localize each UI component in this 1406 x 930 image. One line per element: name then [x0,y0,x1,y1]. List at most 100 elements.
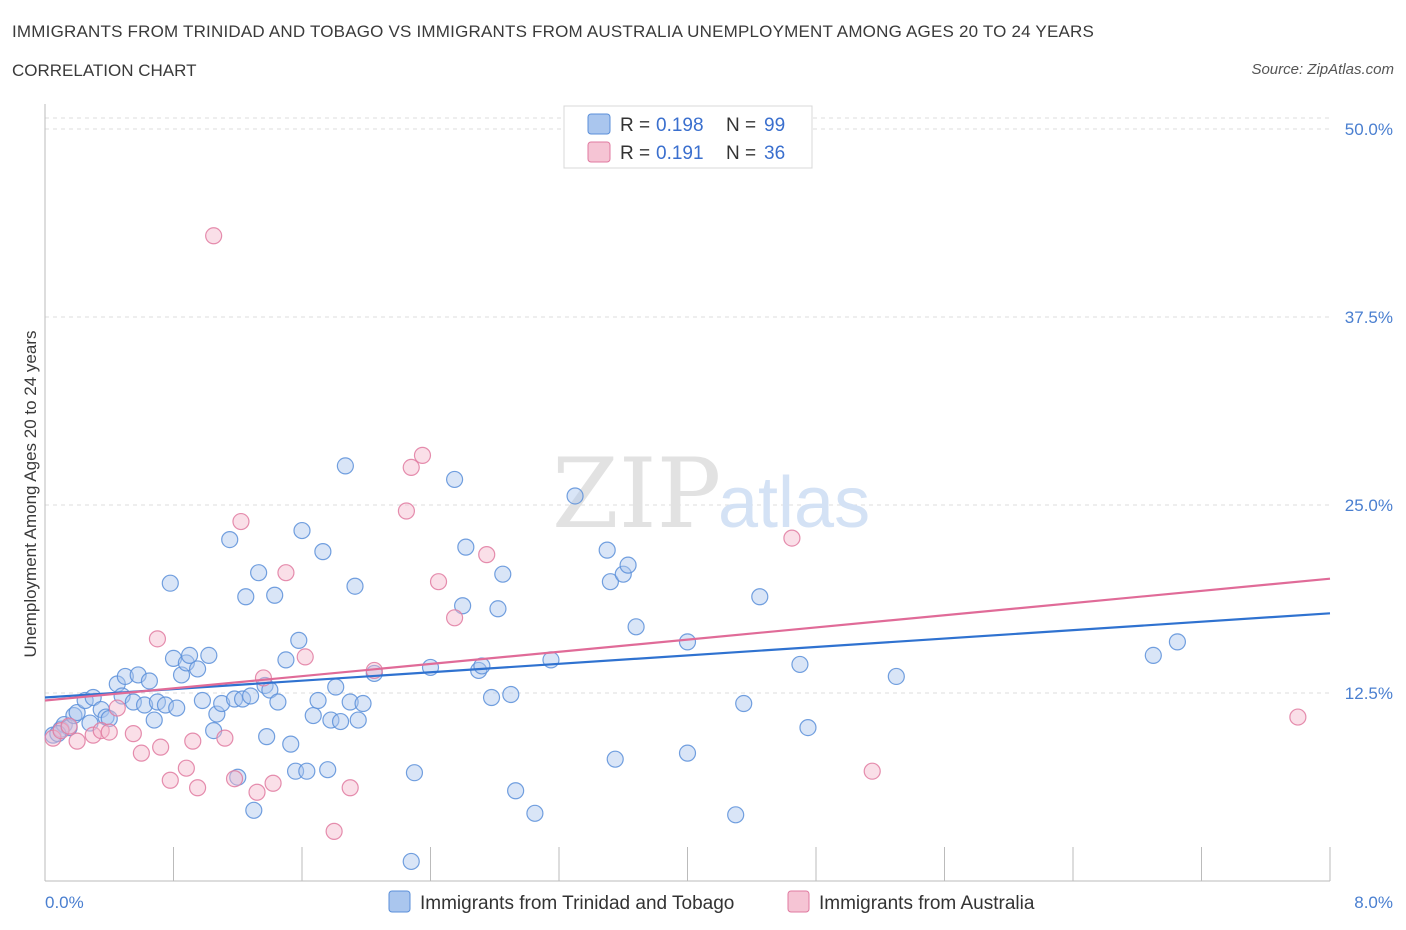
trinidad-point-61 [346,577,364,595]
trinidad-point-30 [200,646,218,665]
trinidad-point-78 [526,804,544,822]
trinidad-point-55 [319,761,337,779]
trinidad-point-89 [727,806,745,824]
australia-point-33 [478,546,496,564]
trinidad-point-85 [619,556,637,574]
trinidad-point-86 [627,618,645,636]
australia-point-18 [225,770,244,788]
australia-point-34 [783,529,801,547]
australia-point-12 [161,771,179,789]
trinidad-point-58 [331,712,350,731]
trinidad-point-65 [402,852,420,871]
trinidad-point-73 [482,688,501,707]
australia-point-22 [264,774,282,792]
australia-point-9 [132,744,150,762]
australia-point-29 [402,458,420,476]
trinidad-point-49 [290,631,308,649]
legend-r-label-trinidad: R = [620,115,650,136]
australia-point-8 [124,725,142,743]
bottom-legend-swatch-trinidad [388,890,411,913]
gridlines [45,117,1330,694]
trinidad-point-38 [237,588,255,606]
trinidad-point-28 [188,660,207,678]
legend-n-value-australia: 36 [764,143,785,164]
chart-source: Source: ZipAtlas.com [1251,61,1394,78]
trinidad-point-83 [606,750,624,768]
australia-point-13 [177,759,195,777]
trinidad-point-60 [341,693,359,711]
australia-point-19 [232,512,250,531]
bottom-legend: Immigrants from Trinidad and Tobago Immi… [388,890,1035,914]
trinidad-point-96 [1168,633,1187,651]
australia-point-14 [184,732,202,750]
y-tick-labels: 12.5% 25.0% 37.5% 50.0% [1345,120,1393,703]
trinidad-point-23 [164,649,183,668]
trinidad-point-88 [678,744,697,762]
trinidad-point-47 [282,735,300,753]
trinidad-point-29 [193,691,212,710]
trinidad-point-87 [678,633,697,651]
trinidad-point-15 [124,693,142,711]
legend-n-label-trinidad: N = [726,115,756,136]
trinidad-point-40 [245,801,263,819]
legend-box: R = 0.198 N = 99 R = 0.191 N = 36 [563,105,813,169]
australia-point-30 [413,446,432,464]
trinidad-point-68 [445,470,464,489]
australia-point-36 [1289,708,1307,726]
trinidad-point-57 [327,678,345,696]
trinidad-point-45 [269,693,287,711]
australia-point-32 [445,609,464,627]
australia-point-16 [205,227,223,245]
bottom-legend-label-trinidad: Immigrants from Trinidad and Tobago [420,893,734,914]
bottom-legend-swatch-australia [787,890,810,913]
australia-point-1 [52,721,70,740]
australia-point-20 [248,783,266,801]
bottom-legend-label-australia: Immigrants from Australia [819,893,1035,914]
trinidad-point-33 [213,694,231,713]
trinidad-point-14 [116,667,134,686]
legend-n-label-australia: N = [726,143,756,164]
trinidad-point-24 [168,699,186,717]
australia-point-24 [296,648,314,666]
trinidad-point-75 [494,565,512,583]
trinidad-point-91 [751,588,769,606]
trinidad-point-63 [354,694,372,713]
trinidad-point-93 [799,718,817,737]
legend-swatch-trinidad [587,113,611,135]
chart-subtitle: CORRELATION CHART [12,61,197,80]
trinidad-point-62 [349,711,367,729]
trinidad-point-34 [221,530,239,549]
trinidad-point-77 [507,782,525,800]
trinidad-point-69 [454,597,472,615]
y-axis-label: Unemployment Among Ages 20 to 24 years [21,331,40,658]
trinidad-point-52 [304,706,322,725]
trinidad-point-5 [68,703,86,722]
trinidad-point-46 [277,651,295,669]
trinidad-point-17 [135,696,154,714]
watermark-zip: ZIP [552,438,721,550]
trinidad-point-95 [1144,646,1162,665]
trinidad-point-4 [65,706,83,725]
australia-point-17 [216,729,234,747]
trinidad-point-41 [250,564,268,582]
series-australia-points [44,227,1307,840]
australia-point-15 [188,779,207,797]
australia-point-25 [325,822,343,840]
trinidad-point-84 [614,565,632,583]
y-tick-label-3: 50.0% [1345,120,1393,139]
trinidad-point-32 [208,705,226,723]
trinidad-point-66 [405,764,424,782]
legend-r-value-trinidad: 0.198 [656,115,704,136]
trinidad-point-59 [336,457,354,475]
australia-point-23 [277,564,295,582]
axes [44,104,1331,882]
australia-point-7 [108,699,126,717]
trinidad-point-98 [258,728,276,746]
trinidad-point-21 [156,696,175,714]
australia-point-10 [148,630,167,648]
trinidad-point-22 [161,574,179,592]
y-tick-label-0: 12.5% [1345,684,1393,703]
trinidad-point-50 [293,521,311,540]
australia-point-31 [429,573,448,591]
